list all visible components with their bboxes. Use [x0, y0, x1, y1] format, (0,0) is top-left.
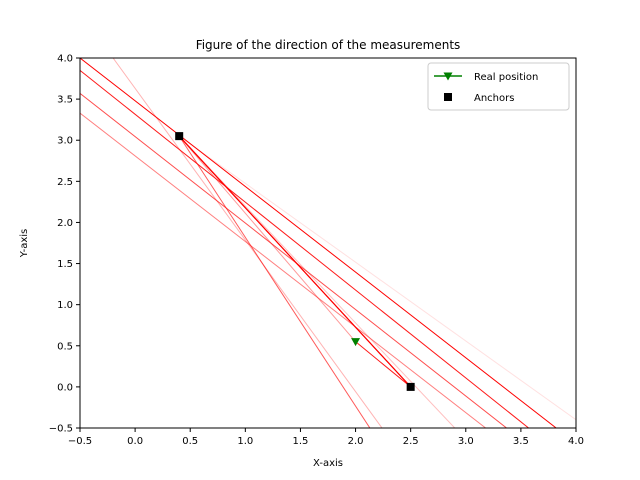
chart-title: Figure of the direction of the measureme… [196, 38, 461, 52]
measurement-line-2 [80, 92, 507, 428]
plot-lines [80, 58, 576, 428]
y-tick-label-3: 1.0 [57, 300, 73, 311]
legend: Real position Anchors [427, 62, 570, 111]
measurement-line-0 [80, 58, 557, 428]
y-tick-label-8: 3.5 [57, 95, 73, 106]
legend-real-position-marker [443, 72, 453, 81]
x-tick-label-2: 0.5 [182, 436, 198, 447]
y-tick-label-1: 0.0 [57, 382, 73, 393]
x-tick-label-9: 4.0 [568, 436, 584, 447]
x-tick-label-8: 3.5 [513, 436, 529, 447]
measurement-line-1 [80, 69, 529, 428]
plot-frame [79, 57, 577, 429]
anchor-marker-1 [406, 382, 415, 391]
anchor-connection-line-2 [178, 135, 412, 388]
legend-real-position-label: Real position [474, 72, 538, 83]
x-tick-label-0: −0.5 [68, 436, 92, 447]
y-tick-label-4: 1.5 [57, 259, 73, 270]
x-tick-label-5: 2.0 [348, 436, 364, 447]
legend-anchors-marker [444, 93, 452, 101]
real-position-connection-line-1 [178, 135, 356, 342]
measurement-line-6 [178, 135, 576, 421]
y-tick-label-7: 3.0 [57, 136, 73, 147]
x-axis-label: X-axis [313, 458, 343, 469]
measurement-line-5 [178, 135, 371, 428]
real-position-connection-line-0 [355, 341, 411, 388]
plot-markers [175, 132, 415, 391]
x-tick-label-3: 1.0 [237, 436, 253, 447]
measurement-line-4 [112, 58, 383, 428]
x-tick-label-4: 1.5 [292, 436, 308, 447]
y-axis-ticks: −0.5 0.0 0.5 1.0 1.5 2.0 2.5 3.0 3.5 4.0 [49, 54, 80, 435]
x-tick-label-6: 2.5 [403, 436, 419, 447]
measurement-line-7 [178, 135, 456, 428]
y-tick-label-5: 2.0 [57, 218, 73, 229]
real-position-marker [351, 338, 361, 347]
legend-anchors-label: Anchors [474, 93, 514, 104]
y-tick-label-2: 0.5 [57, 341, 73, 352]
x-tick-label-1: 0.0 [127, 436, 143, 447]
anchor-marker-0 [175, 132, 184, 141]
y-tick-label-9: 4.0 [57, 54, 73, 65]
x-tick-label-7: 3.0 [458, 436, 474, 447]
y-tick-label-0: −0.5 [49, 424, 73, 435]
x-axis-ticks: −0.5 0.0 0.5 1.0 1.5 2.0 2.5 3.0 3.5 4.0 [68, 428, 584, 447]
y-tick-label-6: 2.5 [57, 177, 73, 188]
y-axis-label: Y-axis [19, 229, 30, 259]
measurement-line-3 [80, 112, 486, 428]
legend-box [427, 62, 570, 111]
